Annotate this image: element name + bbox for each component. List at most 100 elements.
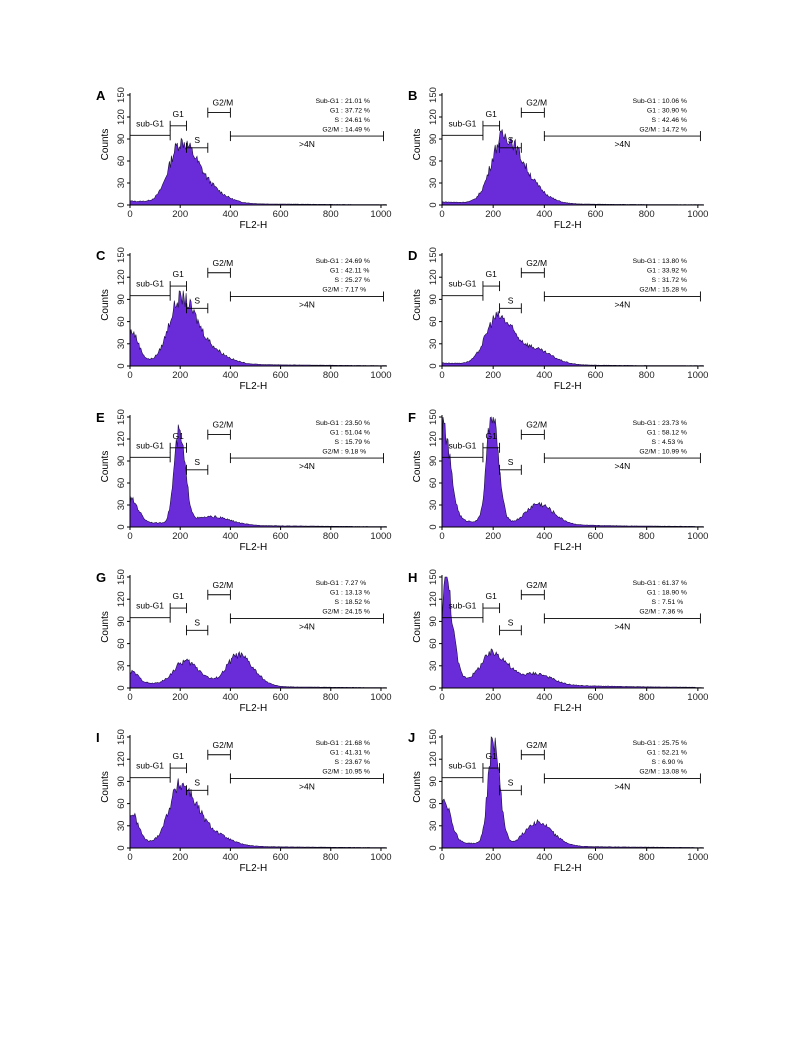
stat-label: S: [334, 117, 339, 124]
g2m-gate-label: G2/M: [212, 740, 233, 750]
stat-value: 21.01 %: [345, 98, 370, 105]
x-axis-title: FL2-H: [239, 703, 267, 714]
s-gate-label: S: [508, 777, 514, 787]
s-gate-label: S: [194, 135, 200, 145]
y-tick-label: 0: [428, 363, 439, 368]
y-tick-label: 150: [428, 569, 439, 585]
y-tick-label: 30: [428, 661, 439, 672]
y-tick-label: 90: [428, 616, 439, 627]
panel-label: C: [96, 248, 106, 263]
panel-label: G: [96, 570, 106, 585]
stat-label: G2/M: [322, 287, 339, 294]
stat-label: G1: [330, 430, 339, 437]
stat-colon: :: [341, 449, 343, 456]
g2m-gate-label: G2/M: [526, 98, 547, 108]
stat-value: 4.53 %: [662, 439, 683, 446]
stat-colon: :: [341, 759, 343, 766]
y-tick-label: 90: [428, 776, 439, 787]
g1-gate-label: G1: [173, 109, 185, 119]
y-tick-label: 60: [428, 156, 439, 167]
panel-label: J: [408, 730, 415, 745]
g2m-gate-label: G2/M: [212, 420, 233, 430]
x-tick-label: 1000: [687, 852, 708, 863]
stat-label: S: [334, 759, 339, 766]
x-tick-label: 600: [273, 692, 289, 703]
x-tick-label: 400: [222, 852, 238, 863]
x-tick-label: 200: [485, 209, 501, 220]
x-tick-label: 0: [439, 370, 444, 381]
y-tick-label: 90: [116, 776, 127, 787]
stat-value: 42.11 %: [345, 268, 369, 275]
x-tick-label: 800: [639, 531, 655, 542]
stat-label: G2/M: [639, 127, 656, 134]
stat-colon: :: [341, 769, 343, 776]
stat-colon: :: [658, 449, 660, 456]
stat-value: 18.52 %: [345, 599, 370, 606]
x-tick-label: 800: [323, 692, 339, 703]
y-tick-label: 60: [116, 638, 127, 649]
stat-colon: :: [341, 439, 343, 446]
stat-label: Sub-G1: [633, 580, 657, 587]
histogram-B: [441, 129, 704, 206]
g1-gate-label: G1: [485, 431, 497, 441]
x-tick-label: 400: [222, 531, 238, 542]
y-tick-label: 30: [428, 821, 439, 832]
stat-label: S: [651, 277, 656, 284]
gt4n-gate-label: >4N: [299, 621, 315, 631]
panel-E: 0 200 400 600 800 1000 0 30 60 90 120 150 FL2-H Count…: [96, 409, 392, 553]
stat-value: 37.72 %: [345, 108, 370, 115]
stat-colon: :: [341, 750, 343, 757]
x-tick-label: 800: [323, 370, 339, 381]
stat-colon: :: [658, 98, 660, 105]
x-tick-label: 400: [222, 692, 238, 703]
x-tick-label: 200: [172, 209, 188, 220]
stat-value: 25.27 %: [345, 277, 370, 284]
stat-colon: :: [658, 268, 660, 275]
y-tick-label: 150: [428, 87, 439, 103]
stat-label: G1: [647, 108, 656, 115]
stat-colon: :: [341, 590, 343, 597]
stat-value: 10.95 %: [345, 769, 370, 776]
stat-colon: :: [658, 580, 660, 587]
stat-label: G2/M: [639, 449, 656, 456]
y-tick-label: 30: [428, 339, 439, 350]
x-tick-label: 600: [273, 531, 289, 542]
x-tick-label: 800: [323, 852, 339, 863]
y-tick-label: 120: [428, 751, 439, 767]
y-tick-label: 120: [116, 591, 127, 607]
stat-value: 31.72 %: [662, 277, 687, 284]
g2m-gate-label: G2/M: [212, 98, 233, 108]
y-tick-label: 30: [428, 178, 439, 189]
stat-label: Sub-G1: [316, 420, 340, 427]
histogram-H: [441, 576, 704, 689]
x-tick-label: 200: [485, 531, 501, 542]
stat-label: Sub-G1: [316, 740, 340, 747]
sub-g1-gate-label: sub-G1: [136, 440, 164, 450]
x-tick-label: 600: [588, 209, 604, 220]
gt4n-gate-label: >4N: [299, 299, 315, 309]
g1-gate-label: G1: [173, 751, 185, 761]
stat-colon: :: [658, 609, 660, 616]
sub-g1-gate-label: sub-G1: [136, 761, 164, 771]
stat-colon: :: [658, 258, 660, 265]
x-axis-title: FL2-H: [554, 863, 582, 874]
stat-label: G2/M: [322, 449, 339, 456]
stat-label: S: [334, 599, 339, 606]
g2m-gate-label: G2/M: [212, 580, 233, 590]
y-tick-label: 0: [428, 202, 439, 207]
y-tick-label: 30: [116, 339, 127, 350]
s-gate-label: S: [508, 457, 514, 467]
gt4n-gate-label: >4N: [299, 139, 315, 149]
g1-gate-label: G1: [173, 431, 185, 441]
stat-label: G2/M: [322, 769, 339, 776]
stat-colon: :: [658, 117, 660, 124]
panel-C: 0 200 400 600 800 1000 0 30 60 90 120 150 FL2-H Count…: [96, 247, 392, 392]
gt4n-gate-label: >4N: [299, 461, 315, 471]
sub-g1-gate-label: sub-G1: [449, 279, 477, 289]
stat-colon: :: [341, 580, 343, 587]
x-tick-label: 400: [536, 370, 552, 381]
gt4n-gate-label: >4N: [299, 781, 315, 791]
stat-label: S: [651, 599, 656, 606]
x-tick-label: 800: [639, 209, 655, 220]
stat-colon: :: [341, 98, 343, 105]
